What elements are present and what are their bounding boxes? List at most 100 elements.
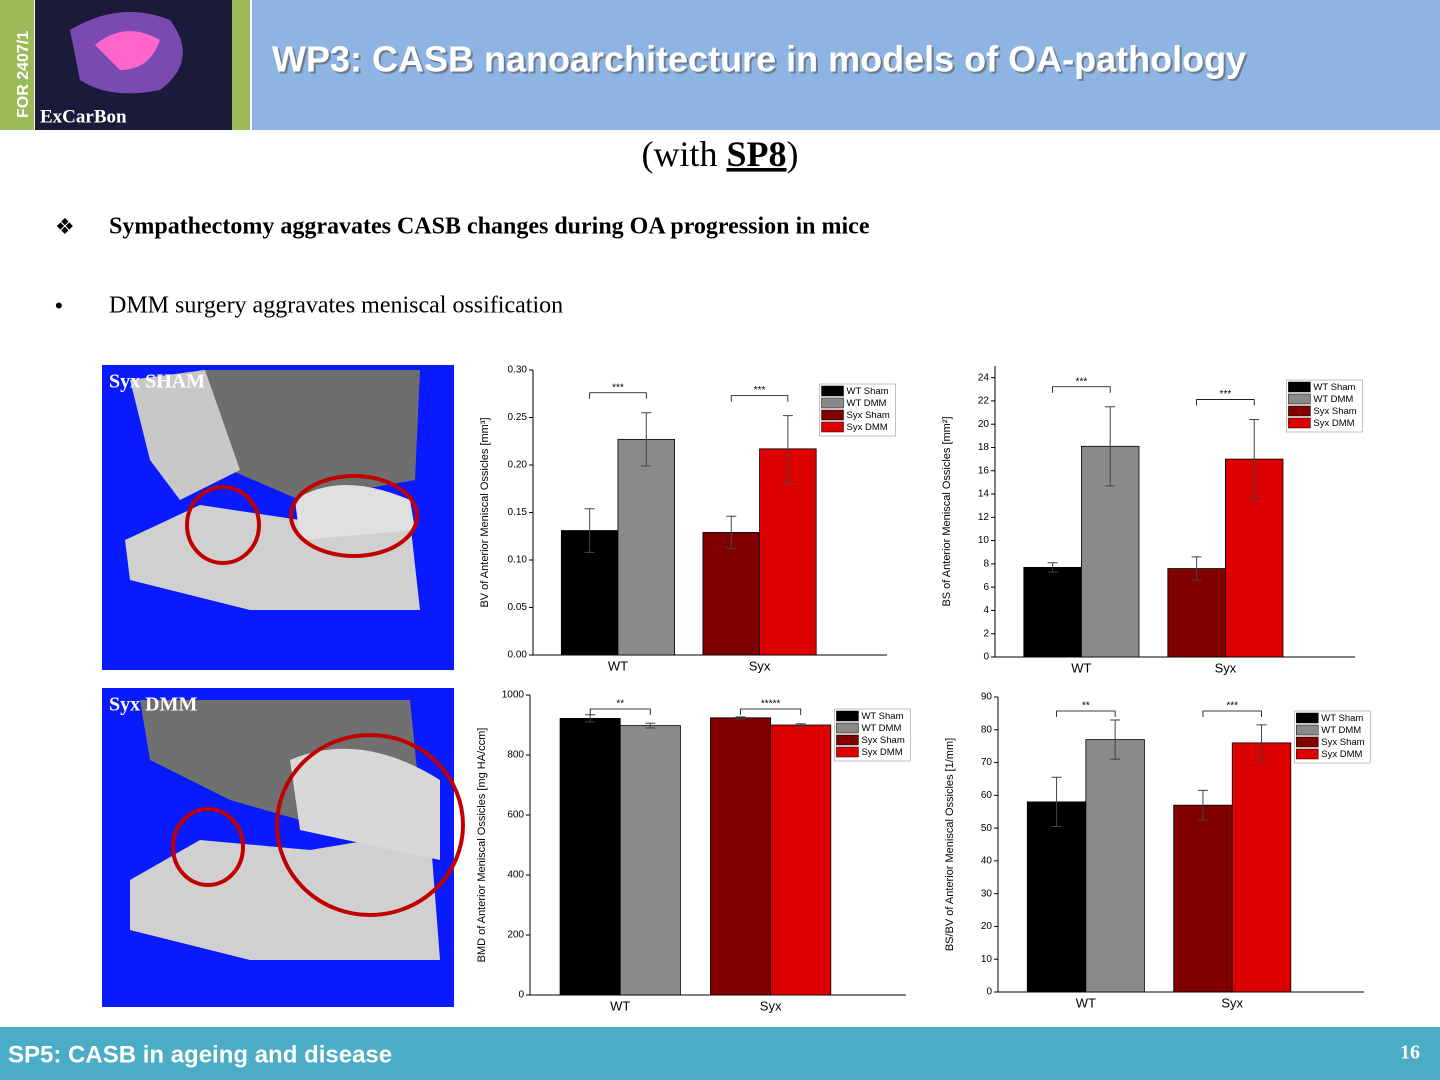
y-tick-label: 0.20 — [508, 460, 528, 471]
x-tick-label: WT — [610, 998, 630, 1013]
significance-bracket — [1056, 710, 1116, 717]
significance-bracket — [730, 395, 789, 402]
significance-label: *** — [1076, 376, 1088, 387]
significance-bracket — [740, 708, 802, 715]
subtitle: (with SP8) — [641, 134, 798, 174]
y-tick-label: 0.30 — [508, 365, 528, 376]
badge-strip — [0, 0, 34, 130]
legend-swatch — [1296, 736, 1319, 748]
x-tick-label: Syx — [760, 998, 782, 1013]
legend-label: Syx Sham — [1313, 406, 1356, 417]
bullet-icon: • — [55, 293, 63, 318]
y-tick-label: 30 — [981, 888, 993, 899]
image-label: Syx DMM — [109, 694, 197, 716]
legend-swatch — [1296, 712, 1319, 724]
highlight-circle — [171, 807, 245, 887]
legend-swatch — [836, 746, 859, 758]
logo-strip — [232, 0, 250, 130]
y-axis-label: BS of Anterior Meniscal Ossicles [mm²] — [941, 416, 953, 606]
y-tick-label: 70 — [981, 757, 993, 768]
legend-label: Syx Sham — [1321, 737, 1364, 748]
y-tick-label: 40 — [981, 856, 993, 867]
legend-swatch — [821, 385, 844, 397]
legend-label: WT DMM — [1321, 725, 1361, 736]
legend-label: WT DMM — [847, 398, 887, 409]
bar — [702, 532, 760, 656]
bullet-icon: ❖ — [55, 214, 75, 239]
footer-text: SP5: CASB in ageing and disease — [8, 1041, 392, 1068]
y-tick-label: 0.05 — [508, 602, 528, 613]
y-tick-label: 24 — [978, 372, 990, 383]
error-bar — [1047, 562, 1058, 573]
error-bar — [1051, 776, 1062, 827]
y-tick-label: 0.00 — [508, 650, 528, 661]
y-tick-label: 10 — [978, 535, 990, 546]
y-tick-label: 14 — [978, 489, 990, 500]
legend-swatch — [1296, 748, 1319, 760]
legend-swatch — [821, 409, 844, 421]
x-tick-label: WT — [608, 658, 628, 673]
y-tick-label: 22 — [978, 396, 990, 407]
legend-label: Syx Sham — [847, 410, 890, 421]
bar — [619, 725, 681, 996]
error-bar — [795, 723, 806, 727]
bar — [559, 718, 621, 996]
legend-swatch — [836, 722, 859, 734]
y-axis-label: BS/BV of Anterior Meniscal Ossicles [1/m… — [944, 738, 956, 951]
y-tick-label: 1000 — [502, 690, 525, 701]
legend-swatch — [836, 734, 859, 746]
error-bar — [1197, 789, 1208, 821]
bone — [200, 370, 420, 500]
significance-bracket — [589, 392, 647, 399]
title-shadow: WP3: CASB nanoarchitecture in models of … — [274, 41, 1248, 82]
x-tick-label: WT — [1076, 995, 1096, 1010]
y-tick-label: 8 — [983, 559, 989, 570]
legend-label: WT Sham — [1321, 713, 1363, 724]
significance-label: ** — [1082, 701, 1090, 712]
legend-label: Syx Sham — [861, 735, 904, 746]
image-label: Syx SHAM — [109, 371, 205, 393]
x-tick-label: Syx — [1221, 995, 1243, 1010]
bar — [617, 438, 676, 656]
y-tick-label: 20 — [978, 419, 990, 430]
legend-label: WT Sham — [847, 386, 889, 397]
legend-label: WT Sham — [1313, 382, 1355, 393]
legend-label: WT Sham — [861, 711, 903, 722]
y-tick-label: 0.25 — [508, 412, 528, 423]
significance-bracket — [1052, 386, 1111, 393]
y-tick-label: 0 — [986, 987, 992, 998]
error-bar — [1191, 556, 1202, 581]
x-tick-label: Syx — [749, 658, 771, 673]
bullet: Sympathectomy aggravates CASB changes du… — [109, 214, 870, 240]
significance-bracket — [1196, 399, 1255, 406]
y-tick-label: 80 — [981, 724, 993, 735]
legend-swatch — [1296, 724, 1319, 736]
legend-label: Syx DMM — [847, 422, 888, 433]
y-tick-label: 2 — [983, 628, 989, 639]
error-bar — [735, 716, 746, 720]
footer-band — [0, 1027, 1440, 1080]
subtitle-text: ) — [787, 134, 799, 174]
logo-shape — [95, 31, 160, 70]
legend-label: WT DMM — [861, 723, 901, 734]
bar — [1167, 568, 1226, 658]
bar — [1023, 566, 1082, 658]
y-tick-label: 10 — [981, 954, 993, 965]
error-bar — [1256, 724, 1267, 762]
y-tick-label: 18 — [978, 442, 990, 453]
y-tick-label: 12 — [978, 512, 990, 523]
bone — [130, 370, 240, 500]
error-bar — [584, 508, 595, 553]
y-axis-label: BV of Anterior Meniscal Ossicles [mm³] — [479, 417, 491, 607]
y-tick-label: 6 — [983, 582, 989, 593]
bar — [759, 448, 817, 656]
significance-label: *** — [612, 382, 624, 393]
error-bar — [782, 415, 793, 483]
bullet: DMM surgery aggravates meniscal ossifica… — [109, 293, 563, 319]
bar — [1085, 739, 1145, 993]
y-tick-label: 400 — [507, 870, 524, 881]
legend-swatch — [821, 421, 844, 433]
legend-swatch — [821, 397, 844, 409]
